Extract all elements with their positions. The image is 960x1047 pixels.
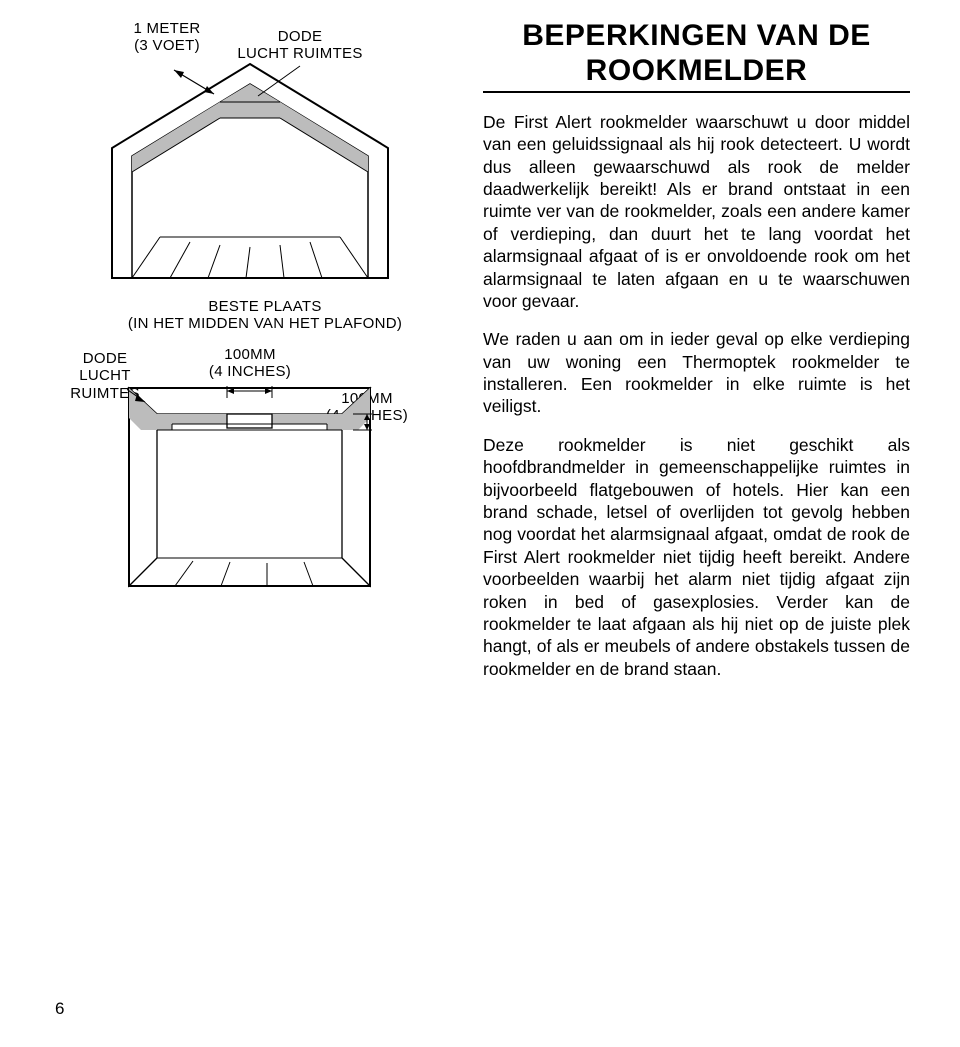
title-underline	[483, 91, 910, 93]
diagram-column: 1 METER (3 VOET) DODE LUCHT RUIMTES	[55, 20, 455, 696]
page-number: 6	[55, 999, 64, 1019]
paragraph-3: Deze rookmelder is niet geschikt als hoo…	[483, 434, 910, 680]
paragraph-2: We raden u aan om in ieder geval op elke…	[483, 328, 910, 418]
label-meter: 1 METER (3 VOET)	[127, 20, 207, 55]
label-beste-plaats: BESTE PLAATS (IN HET MIDDEN VAN HET PLAF…	[100, 298, 430, 333]
diagram-flat-ceiling	[127, 386, 372, 588]
label-100mm-1: 100MM (4 INCHES)	[200, 346, 300, 381]
paragraph-1: De First Alert rookmelder waarschuwt u d…	[483, 111, 910, 313]
text-column: BEPERKINGEN VAN DE ROOKMELDER De First A…	[483, 20, 910, 696]
diagram-peaked-roof	[110, 62, 390, 280]
section-title-line1: BEPERKINGEN VAN DE	[483, 20, 910, 52]
section-title-line2: ROOKMELDER	[483, 55, 910, 87]
label-dode-top: DODE LUCHT RUIMTES	[235, 28, 365, 63]
